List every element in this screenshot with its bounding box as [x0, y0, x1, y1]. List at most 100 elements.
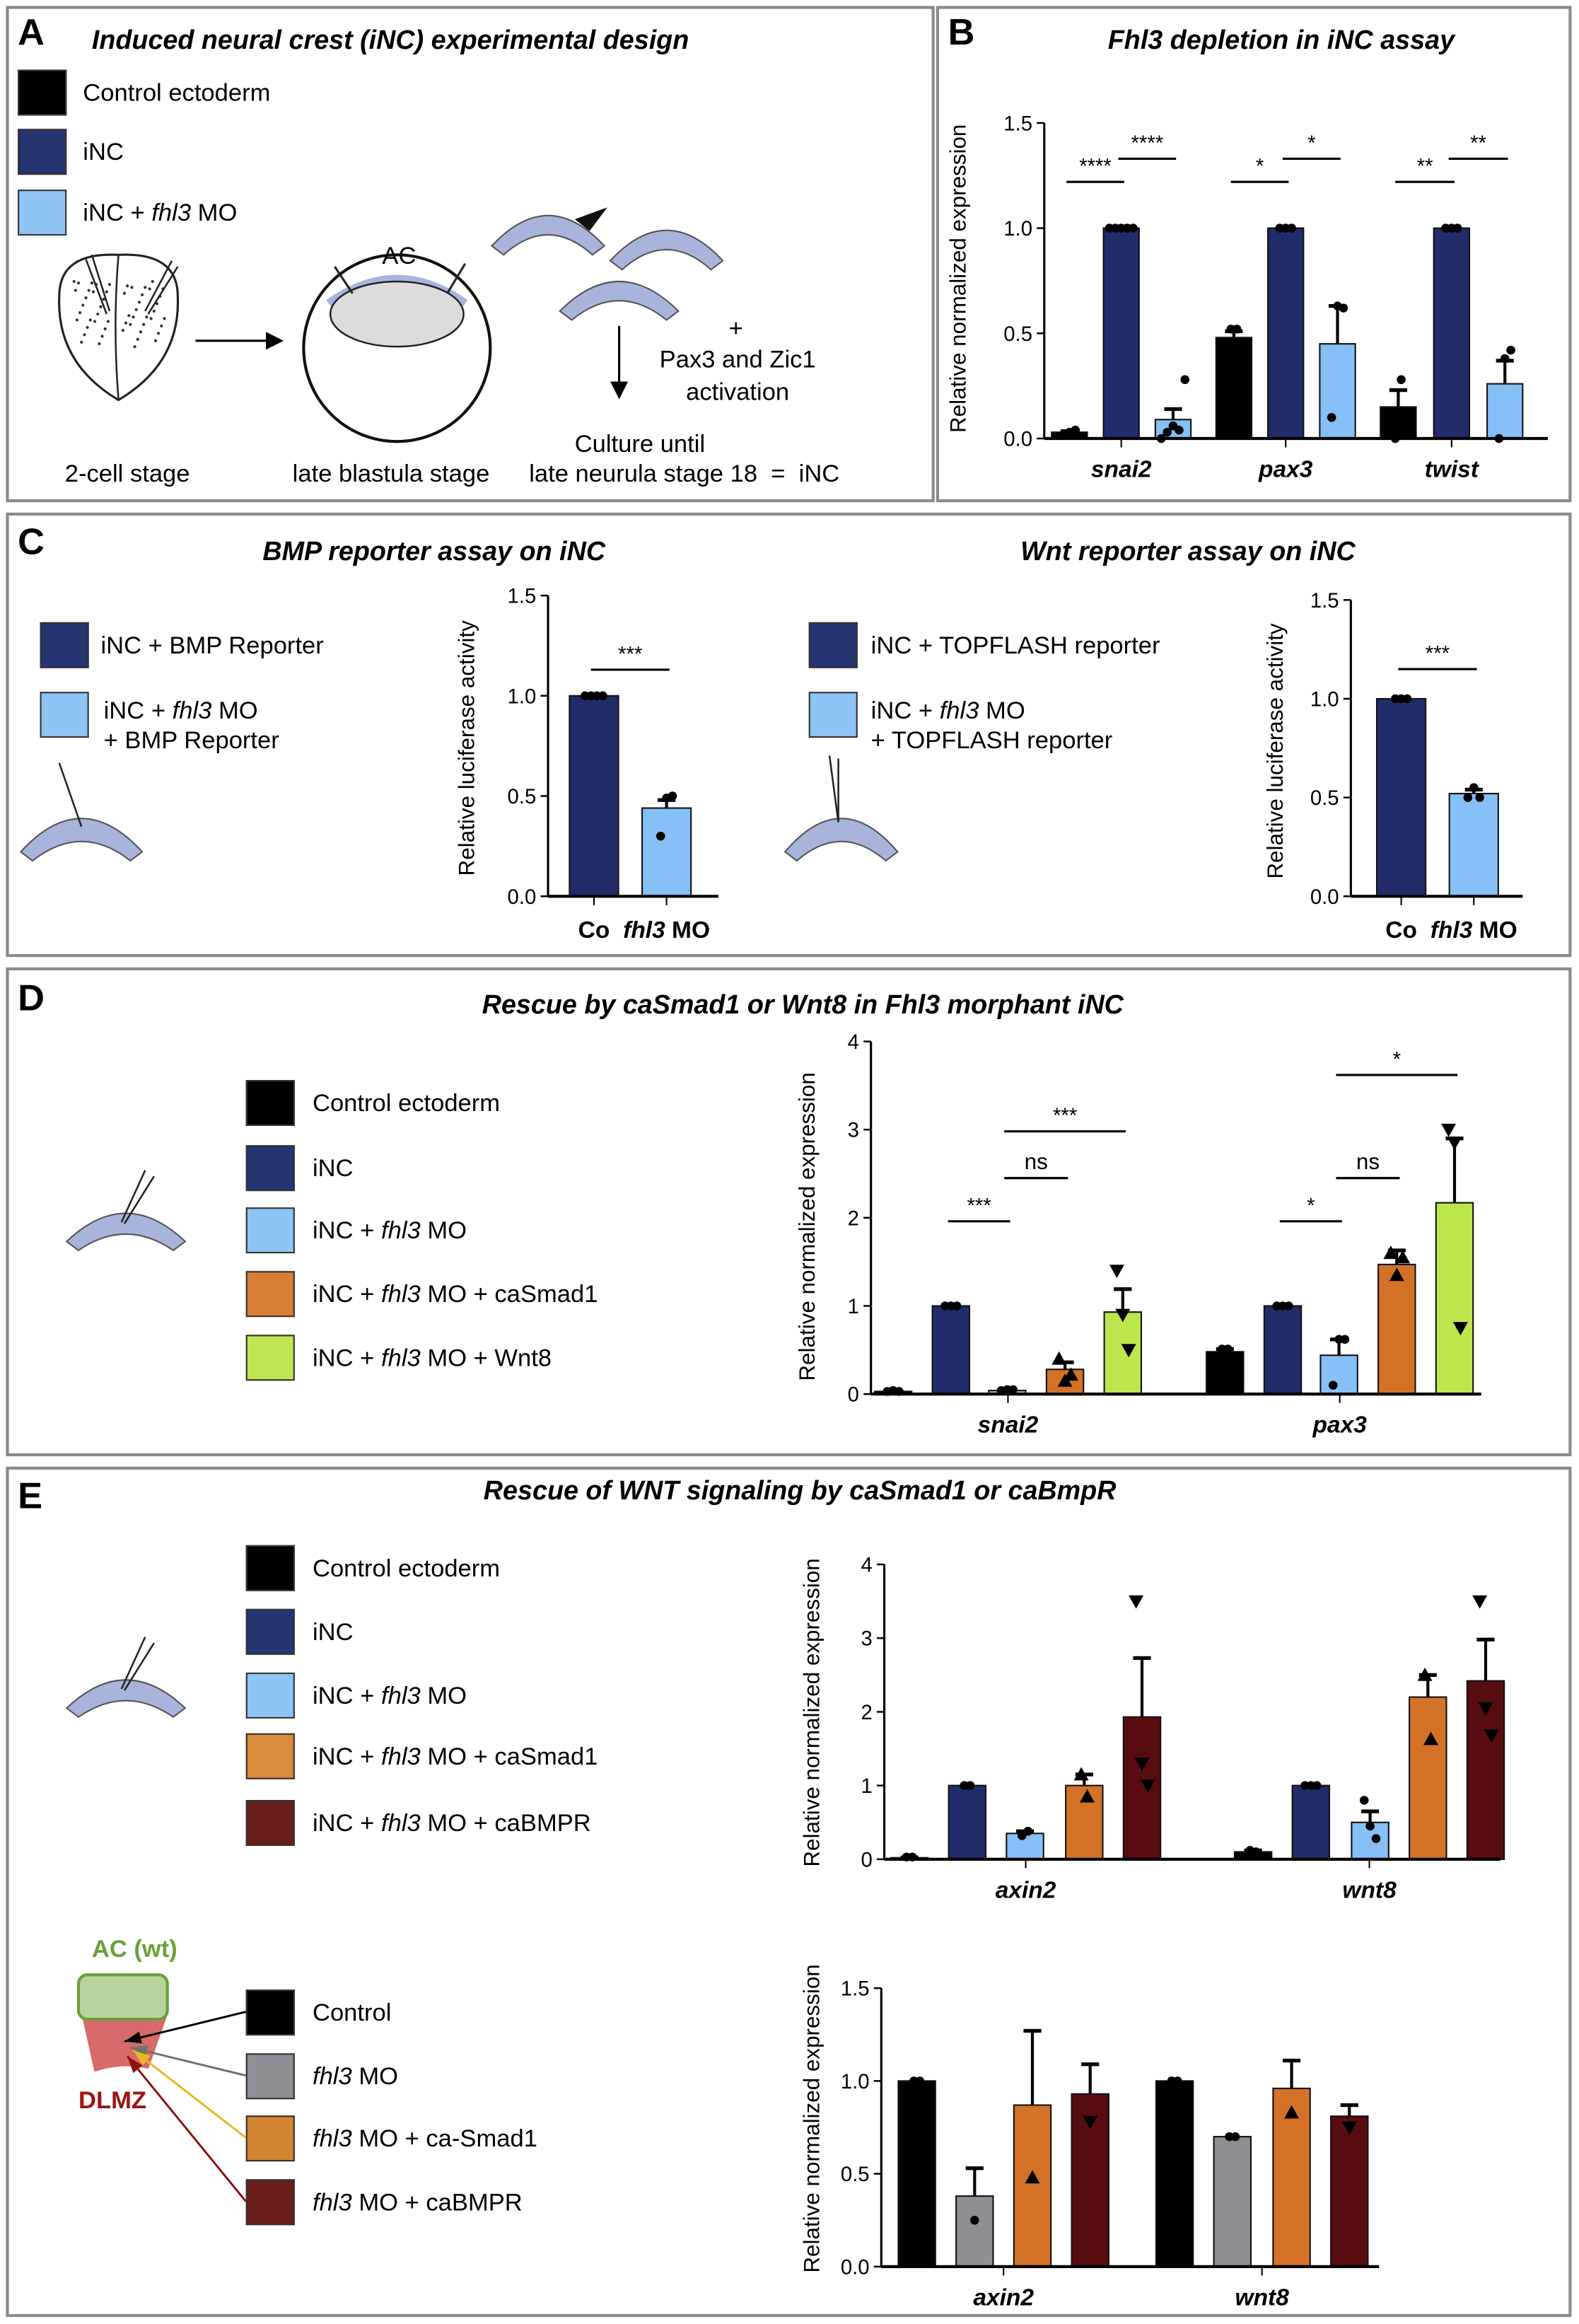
ac-wt-label: AC (wt): [91, 1936, 177, 1963]
bar: [1319, 343, 1356, 440]
arrow-line: [124, 2011, 247, 2043]
legend-swatch: [245, 2179, 295, 2226]
arrow-line: [127, 2055, 247, 2202]
embryo-dot: [163, 317, 166, 320]
embryo-dot: [127, 314, 131, 318]
embryo-dot: [74, 289, 77, 292]
arrowhead-icon: [124, 2031, 142, 2044]
data-point: [1341, 2121, 1357, 2135]
data-point: [1129, 1595, 1144, 1609]
y-tick-label: 3: [861, 1627, 872, 1651]
data-point: [1397, 375, 1406, 385]
embryo-dot: [137, 301, 141, 304]
bar: [1409, 1696, 1447, 1860]
embryo-dot: [105, 290, 108, 294]
bar: [569, 695, 619, 897]
chart-E-top: 0 1 2 3 4 Relative normalized expression axin2…: [799, 1553, 1505, 1903]
embryo-dot: [91, 290, 95, 294]
data-point: [1402, 694, 1412, 704]
data-point: [1023, 1826, 1033, 1836]
legend-swatch: [245, 1335, 295, 1381]
embryo-dot: [78, 310, 82, 315]
panel-letter: D: [18, 977, 45, 1020]
data-point: [1109, 1265, 1124, 1279]
legend-swatch: [40, 622, 89, 668]
significance-label: ***: [967, 1194, 991, 1217]
embryo-dot: [90, 281, 93, 285]
data-point: [1452, 1322, 1468, 1336]
category-label: axin2: [996, 1877, 1056, 1903]
data-point: [1180, 375, 1190, 385]
stage-label: 2-cell stage: [64, 460, 190, 488]
data-point: [668, 791, 677, 801]
legend-swatch: [245, 1080, 295, 1126]
category-label: fhl3 MO: [623, 917, 710, 943]
category-label: wnt8: [1235, 2284, 1290, 2311]
y-tick-label: 4: [848, 1030, 859, 1054]
bar: [897, 2080, 936, 2267]
two-cell-embryo-illustration: [58, 253, 180, 402]
y-tick-label: 1.0: [841, 2070, 870, 2093]
embryo-dot: [130, 286, 134, 289]
data-point: [1008, 1385, 1018, 1395]
y-tick-label: 2: [848, 1207, 859, 1230]
y-tick-label: 0: [848, 1383, 859, 1407]
legend-label: iNC + fhl3 MO + caSmad1: [312, 1743, 598, 1770]
panel-title: Fhl3 depletion in iNC assay: [1107, 25, 1455, 55]
bar: [1291, 1784, 1331, 1860]
bar: [1122, 1716, 1162, 1860]
category-label-part: fhl3: [623, 917, 665, 943]
data-point: [1469, 783, 1479, 792]
bar: [1319, 1354, 1358, 1395]
data-point: [1140, 1779, 1155, 1794]
embryo-dot: [84, 296, 88, 300]
significance-label: *: [1307, 132, 1315, 155]
panel-title: Wnt reporter assay on iNC: [1020, 536, 1356, 567]
data-point: [1223, 1344, 1233, 1354]
bar: [931, 1305, 971, 1395]
legend-label: iNC + fhl3 MO: [83, 199, 238, 227]
embryo-dot: [129, 323, 132, 326]
chart-C-BMP: 0.0 0.5 1.0 1.5 Relative luciferase activity…: [454, 585, 718, 943]
injected-explant-icon: [65, 1637, 187, 1719]
data-point: [1284, 1301, 1293, 1311]
legend-swatch: [245, 2053, 295, 2100]
y-tick-label: 1.5: [508, 585, 537, 608]
category-label: axin2: [973, 2284, 1034, 2311]
legend-swatch: [18, 129, 67, 175]
y-tick-label: 1: [848, 1295, 859, 1318]
embryo-dot: [96, 312, 100, 316]
bar: [1377, 1263, 1416, 1395]
embryo-dot: [152, 309, 156, 313]
data-point: [1359, 1796, 1369, 1805]
embryo-dot: [145, 315, 148, 319]
embryo-dot: [139, 330, 143, 334]
bar: [1272, 2087, 1311, 2267]
legend-label: iNC + fhl3 MO + Wnt8: [312, 1344, 552, 1371]
arrow-line: [129, 2046, 247, 2077]
legend-swatch: [18, 190, 67, 236]
ac-label: AC: [382, 243, 416, 270]
significance-label: ****: [1079, 155, 1112, 178]
legend-swatch: [18, 69, 67, 116]
data-point: [1395, 1250, 1411, 1264]
legend-label: iNC + fhl3 MO: [312, 1682, 467, 1709]
data-point: [1447, 1137, 1462, 1151]
bar: [1213, 2136, 1252, 2267]
data-point: [1287, 223, 1296, 233]
legend-label: iNC + fhl3 MO: [103, 697, 258, 725]
data-point: [1463, 793, 1473, 802]
data-point: [1475, 793, 1484, 802]
legend-swatch: [245, 2115, 295, 2162]
bar: [1486, 383, 1524, 440]
bar: [1013, 2104, 1052, 2267]
embryo-dot: [72, 279, 76, 284]
bar: [1215, 337, 1253, 440]
embryo-dot: [151, 279, 154, 284]
data-point: [1417, 1667, 1433, 1681]
embryo-dot: [121, 329, 124, 332]
data-point: [1051, 1351, 1067, 1365]
data-point: [1134, 1757, 1150, 1771]
data-point: [1340, 1335, 1350, 1344]
embryo-dot: [149, 317, 153, 320]
